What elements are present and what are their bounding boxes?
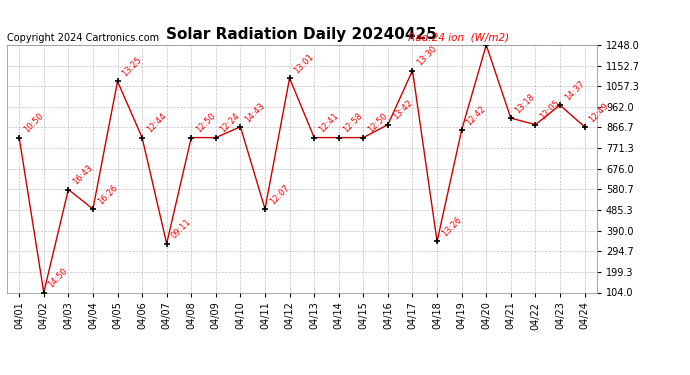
Text: 13:01: 13:01 [293,52,315,75]
Text: 12:58: 12:58 [342,112,365,135]
Title: Solar Radiation Daily 20240425: Solar Radiation Daily 20240425 [166,27,437,42]
Text: 12:44: 12:44 [145,112,168,135]
Text: 13:25: 13:25 [120,56,144,79]
Text: 12:49: 12:49 [587,101,611,124]
Text: Copyright 2024 Cartronics.com: Copyright 2024 Cartronics.com [7,33,159,42]
Text: 12:07: 12:07 [268,183,291,206]
Text: 13:18: 13:18 [513,92,537,116]
Text: 12:50: 12:50 [194,112,217,135]
Text: 16:26: 16:26 [96,183,119,206]
Text: 12:50: 12:50 [366,112,389,135]
Text: 13:26: 13:26 [440,215,463,238]
Text: 14:50: 14:50 [46,267,70,290]
Text: 14:43: 14:43 [243,101,266,124]
Text: 16:43: 16:43 [71,164,95,187]
Text: Rad:24 ion  (W/m2): Rad:24 ion (W/m2) [408,33,509,42]
Text: 10:50: 10:50 [22,112,45,135]
Text: 14:37: 14:37 [563,79,586,102]
Text: 12:42: 12:42 [464,104,488,127]
Text: 12:05: 12:05 [538,99,562,122]
Text: 13:42: 13:42 [391,99,414,122]
Text: 12:24: 12:24 [219,112,241,135]
Text: 12:41: 12:41 [317,112,340,135]
Text: 13:30: 13:30 [415,44,439,68]
Text: 09:11: 09:11 [170,217,193,241]
